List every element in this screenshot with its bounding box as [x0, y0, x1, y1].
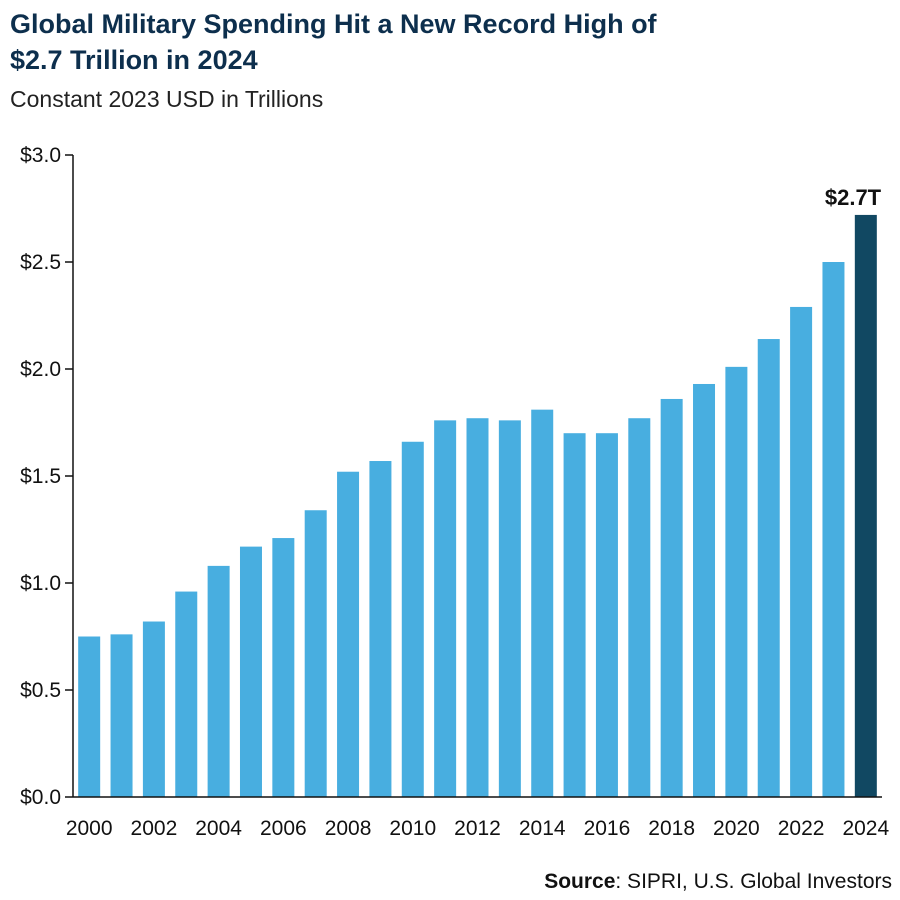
y-tick-label: $0.5 [20, 679, 61, 702]
x-tick-label: 2000 [66, 817, 113, 840]
x-tick-label: 2016 [584, 817, 631, 840]
x-tick-label: 2006 [260, 817, 307, 840]
y-tick-label: $3.0 [20, 144, 61, 167]
bar-2002 [142, 621, 165, 797]
x-tick-label: 2018 [648, 817, 695, 840]
x-tick-label: 2012 [454, 817, 501, 840]
y-tick-label: $2.5 [20, 251, 61, 274]
bar-2000 [78, 636, 101, 797]
x-tick-label: 2020 [713, 817, 760, 840]
data-label-2024: $2.7T [825, 185, 882, 210]
bar-2007 [304, 510, 327, 797]
y-tick-label: $1.5 [20, 465, 61, 488]
chart-title-line-2: $2.7 Trillion in 2024 [10, 45, 258, 75]
bar-2010 [401, 441, 424, 797]
bar-2003 [175, 591, 198, 797]
chart-subtitle: Constant 2023 USD in Trillions [10, 86, 324, 112]
bar-2015 [563, 433, 586, 797]
bar-2006 [272, 538, 295, 797]
bar-2019 [693, 383, 716, 797]
x-tick-label: 2010 [389, 817, 436, 840]
chart-title: Global Military Spending Hit a New Recor… [10, 6, 870, 78]
bar-2016 [595, 433, 618, 797]
bar-2018 [660, 398, 683, 797]
x-tick-label: 2022 [778, 817, 825, 840]
source-label: Source [544, 870, 616, 893]
x-tick-label: 2014 [519, 817, 566, 840]
bar-2012 [466, 418, 489, 797]
bar-2011 [434, 420, 457, 797]
x-tick-label: 2002 [131, 817, 178, 840]
y-tick-label: $1.0 [20, 572, 61, 595]
bar-2021 [757, 339, 780, 797]
source-text: : SIPRI, U.S. Global Investors [615, 870, 892, 893]
x-tick-label: 2004 [195, 817, 242, 840]
source-note: Source: SIPRI, U.S. Global Investors [544, 870, 892, 894]
bar-2008 [337, 471, 360, 797]
y-tick-label: $2.0 [20, 358, 61, 381]
bar-2013 [498, 420, 521, 797]
bar-2001 [110, 634, 133, 797]
chart-title-line-1: Global Military Spending Hit a New Recor… [10, 9, 657, 39]
bar-2017 [628, 418, 651, 797]
bar-2014 [531, 409, 554, 797]
bar-2005 [239, 546, 262, 797]
x-tick-label: 2024 [842, 817, 889, 840]
bar-2009 [369, 461, 392, 797]
bar-2024 [854, 214, 877, 798]
bar-2023 [822, 262, 845, 797]
bar-2022 [790, 306, 813, 797]
bar-2004 [207, 565, 230, 797]
x-tick-label: 2008 [325, 817, 372, 840]
bar-2020 [725, 366, 748, 797]
y-tick-label: $0.0 [20, 786, 61, 809]
